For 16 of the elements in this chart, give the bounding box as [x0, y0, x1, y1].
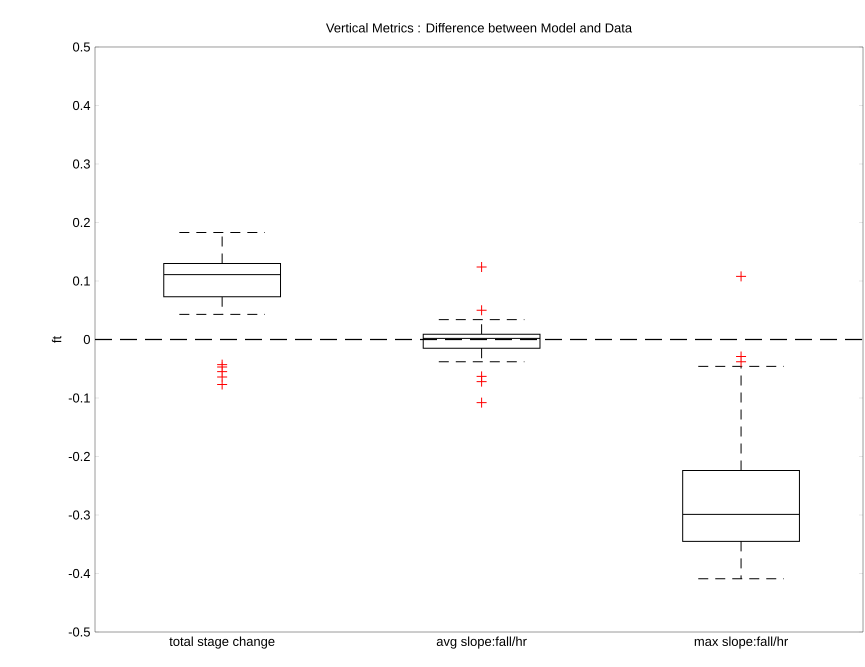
- y-tick-label: 0.2: [72, 218, 90, 228]
- x-tick-label: avg slope:fall/hr: [436, 636, 527, 649]
- y-tick-label: -0.3: [68, 510, 90, 520]
- y-axis-title: ft: [52, 336, 62, 343]
- y-tick-label: 0.5: [72, 42, 90, 52]
- y-tick-label: -0.1: [68, 393, 90, 403]
- x-tick-label: max slope:fall/hr: [694, 636, 788, 649]
- y-tick-label: 0.3: [72, 159, 90, 169]
- y-tick-label: 0.4: [72, 100, 90, 110]
- y-tick-label: -0.5: [68, 627, 90, 637]
- chart-title: Vertical Metrics : Difference between Model and Data: [326, 22, 632, 32]
- y-tick-label: 0: [84, 334, 90, 344]
- x-tick-label: total stage change: [169, 636, 274, 649]
- y-tick-label: -0.4: [68, 568, 90, 578]
- y-tick-label: 0.1: [72, 276, 90, 286]
- y-tick-label: -0.2: [68, 452, 90, 462]
